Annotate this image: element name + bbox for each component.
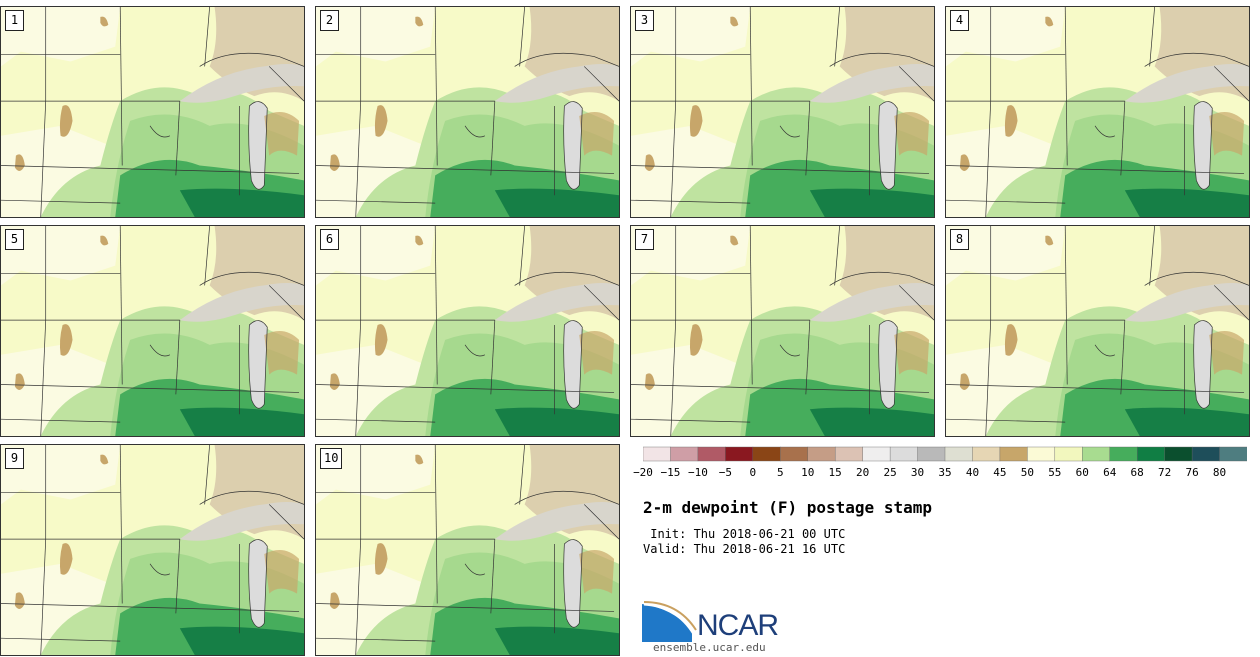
color-scale-tick-label: 20 — [856, 466, 870, 479]
dewpoint-map — [1, 445, 304, 655]
panel-number: 8 — [950, 229, 969, 250]
logo-text: NCAR — [697, 609, 779, 642]
color-swatch — [1136, 446, 1166, 462]
map-panel-6: 6 — [315, 225, 620, 437]
color-scale-bar — [643, 446, 1247, 462]
map-title: 2-m dewpoint (F) postage stamp — [643, 498, 932, 517]
color-scale-tick-label: −15 — [660, 466, 681, 479]
color-scale-tick-label: 25 — [883, 466, 897, 479]
dewpoint-map — [316, 7, 619, 217]
color-swatch — [1219, 446, 1247, 462]
map-panel-10: 10 — [315, 444, 620, 656]
color-scale-tick-label: 15 — [828, 466, 842, 479]
color-scale-tick-label: 80 — [1212, 466, 1227, 479]
color-swatch — [834, 446, 864, 462]
color-scale-tick-label: 45 — [993, 466, 1007, 479]
color-swatch — [889, 446, 918, 462]
color-swatch — [1164, 446, 1193, 462]
valid-time: Valid: Thu 2018-06-21 16 UTC — [643, 542, 846, 556]
panel-number: 10 — [320, 448, 343, 469]
color-swatch — [752, 446, 781, 462]
color-swatch — [725, 446, 754, 462]
dewpoint-map — [1, 226, 304, 436]
dewpoint-map — [631, 226, 934, 436]
color-swatch — [999, 446, 1028, 462]
color-scale-tick-label: 40 — [965, 466, 980, 479]
color-swatch — [1054, 446, 1083, 462]
color-swatch — [1109, 446, 1138, 462]
color-scale-tick-label: 64 — [1103, 466, 1117, 479]
map-panel-5: 5 — [0, 225, 305, 437]
dewpoint-map — [631, 7, 934, 217]
color-scale-tick-label: 60 — [1075, 466, 1089, 479]
color-scale-tick-label: 76 — [1185, 466, 1199, 479]
map-panel-1: 1 — [0, 6, 305, 218]
color-swatch — [670, 446, 699, 462]
color-scale-tick-label: −10 — [687, 466, 708, 479]
panel-number: 6 — [320, 229, 339, 250]
color-swatch — [1027, 446, 1056, 462]
color-scale-tick-label: 72 — [1158, 466, 1172, 479]
dewpoint-map — [946, 7, 1249, 217]
map-panel-2: 2 — [315, 6, 620, 218]
color-scale-tick-label: 35 — [938, 466, 952, 479]
ncar-logo-icon — [642, 601, 697, 642]
color-scale-tick-label: 30 — [910, 466, 925, 479]
color-scale-tick-label: 68 — [1130, 466, 1144, 479]
panel-number: 7 — [635, 229, 654, 250]
color-scale-tick-label: 10 — [801, 466, 815, 479]
map-panel-4: 4 — [945, 6, 1250, 218]
dewpoint-map — [946, 226, 1249, 436]
panel-number: 3 — [635, 10, 654, 31]
panel-number: 1 — [5, 10, 24, 31]
map-panel-8: 8 — [945, 225, 1250, 437]
color-scale-tick-label: 50 — [1020, 466, 1034, 479]
color-swatch — [944, 446, 973, 462]
color-scale-tick-label: −5 — [718, 466, 732, 479]
panel-number: 5 — [5, 229, 24, 250]
color-scale-tick-label: 0 — [749, 466, 757, 479]
color-swatch — [643, 446, 671, 462]
website-url[interactable]: ensemble.ucar.edu — [653, 641, 766, 654]
color-swatch — [1191, 446, 1220, 462]
color-swatch — [807, 446, 836, 462]
map-panel-7: 7 — [630, 225, 935, 437]
color-scale-tick-label: −20 — [633, 466, 653, 479]
color-scale-tick-label: 55 — [1048, 466, 1062, 479]
map-panel-3: 3 — [630, 6, 935, 218]
color-swatch — [1082, 446, 1111, 462]
map-panel-9: 9 — [0, 444, 305, 656]
color-swatch — [917, 446, 946, 462]
color-swatch — [972, 446, 1001, 462]
dewpoint-map — [316, 445, 619, 655]
panel-number: 9 — [5, 448, 24, 469]
color-swatch — [780, 446, 809, 462]
panel-number: 2 — [320, 10, 339, 31]
color-swatch — [862, 446, 891, 462]
color-scale-tick-label: 5 — [776, 466, 784, 479]
dewpoint-map — [1, 7, 304, 217]
color-scale-ticks: −20 −15 −10 −5 0 5 10 15 20 25 30 35 40 45 50 55 60 64 68 7… — [630, 466, 1260, 482]
dewpoint-map — [316, 226, 619, 436]
color-swatch — [697, 446, 726, 462]
panel-number: 4 — [950, 10, 969, 31]
init-time: Init: Thu 2018-06-21 00 UTC — [643, 527, 846, 541]
